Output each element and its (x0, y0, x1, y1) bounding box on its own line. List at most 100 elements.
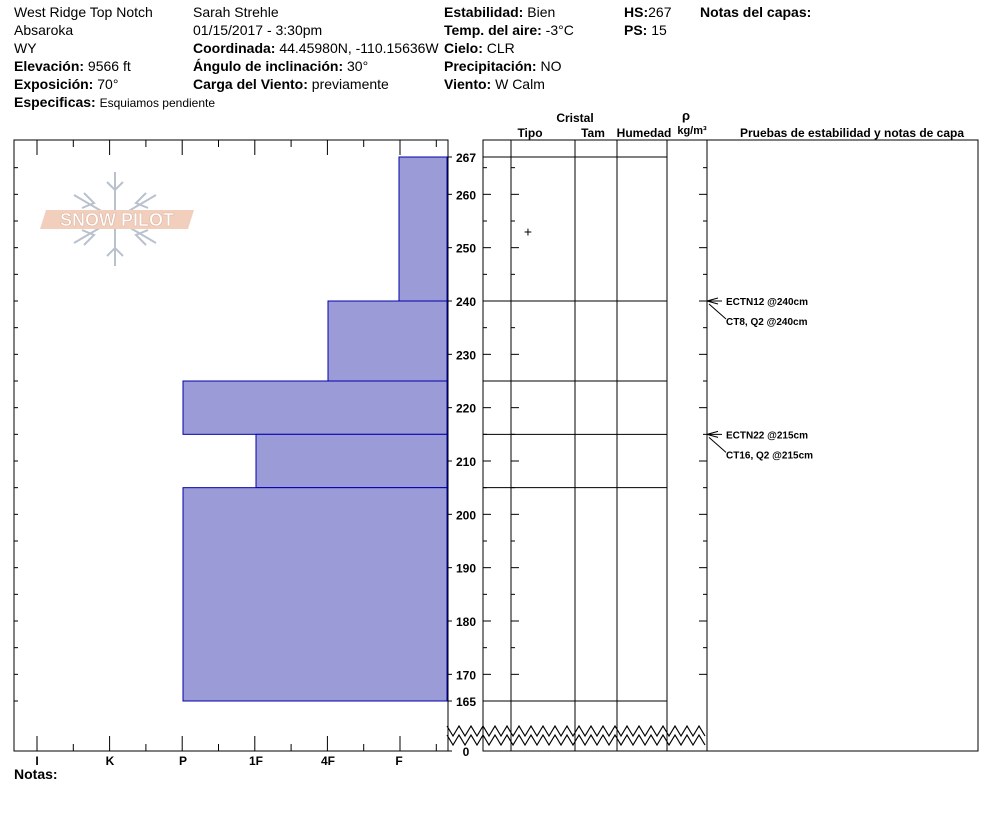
wind-load-row: Carga del Viento: previamente (193, 76, 389, 92)
height-tick-label: 170 (456, 668, 476, 682)
test-pointer-arrow (708, 303, 727, 320)
specifics-value: Esquiamos pendiente (99, 96, 216, 110)
hardness-bars (182, 156, 448, 702)
stability-label: Estabilidad: (444, 4, 524, 20)
elevation-value: 9566 ft (87, 58, 131, 74)
coordinates-value: 44.45980N, -110.15636W (279, 40, 439, 56)
header-stability-tests: Pruebas de estabilidad y notas de capa (740, 126, 964, 140)
stability-test-label: ECTN12 @240cm (726, 297, 808, 308)
header-humedad: Humedad (617, 126, 672, 140)
aspect-value: 70° (97, 76, 119, 92)
air-temp-label: Temp. del aire: (444, 22, 542, 38)
height-tick-label: 267 (456, 151, 476, 165)
header-tipo: Tipo (517, 126, 542, 140)
height-tick-label: 230 (456, 348, 476, 362)
aspect-row: Exposición: 70° (14, 76, 118, 92)
slope-label: Ángulo de inclinación: (193, 58, 344, 74)
header-rho: ρ (682, 108, 690, 123)
height-tick-label: 0 (463, 745, 470, 759)
test-pointer-arrow (708, 436, 727, 453)
height-axis: 267 260 250 240 230 220 210 200 190 180 170 165 0 (448, 151, 476, 759)
hardness-plot-frame (13, 139, 449, 752)
hardness-bar (255, 433, 448, 489)
slope-value: 30° (347, 58, 369, 74)
ps-value: 15 (651, 22, 667, 38)
sky-row: Cielo: CLR (444, 40, 515, 56)
aspect-label: Exposición: (14, 76, 94, 92)
logo-text: SNOW PILOT (60, 210, 174, 230)
hardness-bar (398, 156, 448, 302)
table-frame (482, 139, 979, 752)
location-name: West Ridge Top Notch (14, 4, 153, 20)
wind-load-value: previamente (311, 76, 389, 92)
test-pointer-arrow (706, 297, 722, 305)
precip-label: Precipitación: (444, 58, 537, 74)
specifics-label: Especificas: (14, 94, 96, 110)
air-temp-row: Temp. del aire: -3°C (444, 22, 574, 38)
hardness-bar (182, 487, 448, 702)
test-pointer-arrow (706, 430, 722, 438)
header-cristal: Cristal (556, 111, 593, 125)
wind-label: Viento: (444, 76, 492, 92)
axis-break (446, 733, 706, 747)
axis-break (446, 724, 706, 738)
height-tick-label: 260 (456, 188, 476, 202)
hs-label: HS: (624, 4, 649, 20)
hardness-label: 1F (249, 754, 263, 768)
hardness-label: K (106, 754, 115, 768)
stability-value: Bien (527, 4, 556, 20)
mountain-range: Absaroka (14, 22, 74, 38)
logo-banner (40, 210, 194, 229)
crystal-form-marker: + (524, 224, 532, 240)
height-tick-label: 180 (456, 615, 476, 629)
stability-test-label: CT16, Q2 @215cm (726, 450, 813, 461)
stability-row: Estabilidad: Bien (444, 4, 555, 20)
coordinates-label: Coordinada: (193, 40, 276, 56)
specifics-row: Especificas: Esquiamos pendiente (14, 94, 215, 111)
precip-value: NO (540, 58, 562, 74)
stability-test-label: ECTN22 @215cm (726, 430, 808, 441)
header-density-unit: kg/m³ (677, 125, 707, 137)
notes-label: Notas: (14, 766, 58, 782)
stability-test-annotations: ECTN12 @240cm CT8, Q2 @240cm ECTN22 @215cm… (706, 297, 813, 461)
observer-name: Sarah Strehle (193, 4, 279, 20)
height-tick-label: 165 (456, 695, 476, 709)
slope-row: Ángulo de inclinación: 30° (193, 58, 368, 74)
height-tick-label: 200 (456, 508, 476, 522)
observation-datetime: 01/15/2017 - 3:30pm (193, 22, 323, 38)
snowpilot-logo: SNOW PILOT (40, 172, 194, 266)
hardness-bar (182, 380, 448, 435)
sky-value: CLR (486, 40, 515, 56)
height-tick-label: 240 (456, 295, 476, 309)
height-tick-label: 220 (456, 402, 476, 416)
sky-label: Cielo: (444, 40, 483, 56)
air-temp-value: -3°C (545, 22, 574, 38)
hardness-axis-labels: I K P 1F 4F F (35, 754, 402, 768)
precip-row: Precipitación: NO (444, 58, 561, 74)
state: WY (14, 40, 37, 56)
coordinates-row: Coordinada: 44.45980N, -110.15636W (193, 40, 439, 56)
wind-value: W Calm (495, 76, 545, 92)
layer-notes-label: Notas del capas: (700, 4, 812, 20)
hardness-label: I (35, 754, 38, 768)
hs-row: HS:267 (624, 4, 671, 20)
stability-test-label: CT8, Q2 @240cm (726, 317, 808, 328)
ps-label: PS: (624, 22, 648, 38)
layer-table-grid: + (446, 139, 979, 752)
hardness-bar (327, 300, 448, 382)
elevation-row: Elevación: 9566 ft (14, 58, 131, 74)
header-tam: Tam (581, 126, 605, 140)
hardness-label: F (395, 754, 402, 768)
hardness-ticks (14, 140, 437, 751)
height-tick-label: 210 (456, 455, 476, 469)
wind-row: Viento: W Calm (444, 76, 545, 92)
wind-load-label: Carga del Viento: (193, 76, 308, 92)
hs-value: 267 (648, 4, 672, 20)
ps-row: PS: 15 (624, 22, 667, 38)
hardness-label: P (179, 754, 187, 768)
height-tick-label: 190 (456, 562, 476, 576)
elevation-label: Elevación: (14, 58, 85, 74)
hardness-label: 4F (321, 754, 335, 768)
height-tick-label: 250 (456, 242, 476, 256)
